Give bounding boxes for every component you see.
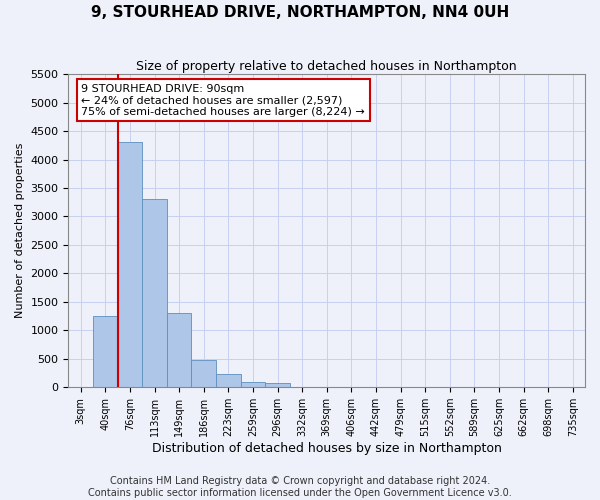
- Bar: [142, 200, 167, 387]
- Bar: [265, 383, 290, 387]
- Bar: [191, 360, 216, 387]
- Y-axis label: Number of detached properties: Number of detached properties: [15, 143, 25, 318]
- Bar: [241, 382, 265, 387]
- Bar: [93, 316, 118, 387]
- Text: Contains HM Land Registry data © Crown copyright and database right 2024.
Contai: Contains HM Land Registry data © Crown c…: [88, 476, 512, 498]
- Text: 9, STOURHEAD DRIVE, NORTHAMPTON, NN4 0UH: 9, STOURHEAD DRIVE, NORTHAMPTON, NN4 0UH: [91, 5, 509, 20]
- Text: 9 STOURHEAD DRIVE: 90sqm
← 24% of detached houses are smaller (2,597)
75% of sem: 9 STOURHEAD DRIVE: 90sqm ← 24% of detach…: [82, 84, 365, 117]
- Title: Size of property relative to detached houses in Northampton: Size of property relative to detached ho…: [136, 60, 517, 73]
- X-axis label: Distribution of detached houses by size in Northampton: Distribution of detached houses by size …: [152, 442, 502, 455]
- Bar: [118, 142, 142, 387]
- Bar: [167, 313, 191, 387]
- Bar: [216, 374, 241, 387]
